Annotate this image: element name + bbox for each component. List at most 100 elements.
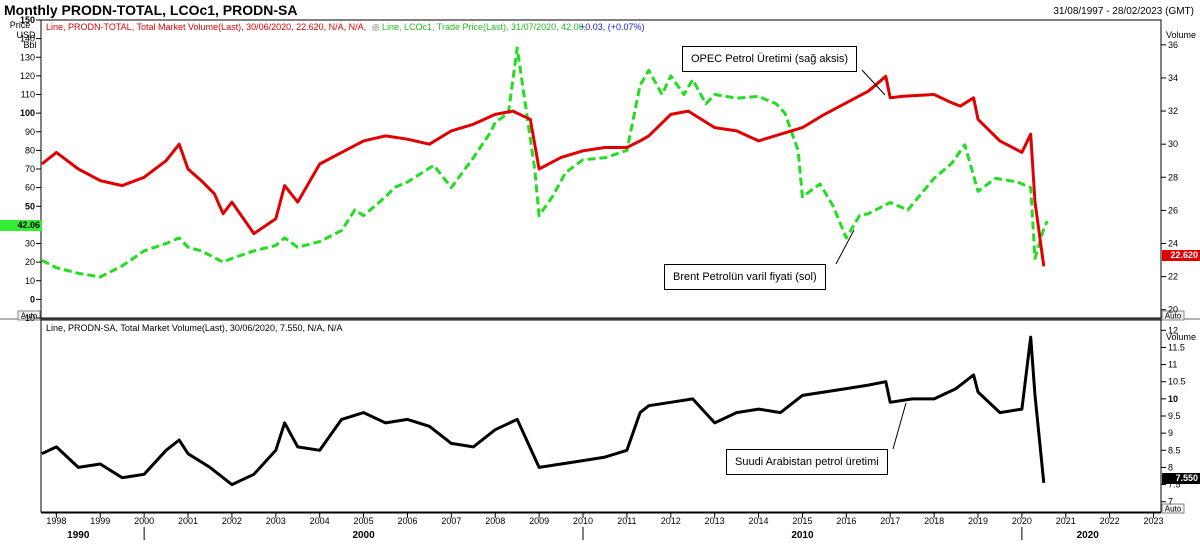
left-tick-label: 130 (20, 52, 35, 62)
left-axis-title-2: USD (16, 30, 36, 40)
date-range: 31/08/1997 - 28/02/2023 (GMT) (1053, 6, 1194, 17)
saudi-line (41, 335, 1046, 487)
bottom-tick-label: 9.5 (1168, 411, 1181, 421)
bottom-plot-frame (40, 319, 1162, 513)
x-tick-label: 2004 (310, 516, 330, 526)
legend-brent: Line, LCOc1, Trade Price(Last), 31/07/20… (382, 22, 586, 32)
decade-label: 1990 (67, 530, 90, 541)
x-tick-label: 2020 (1012, 516, 1032, 526)
legend-opec: Line, PRODN-TOTAL, Total Market Volume(L… (46, 22, 366, 32)
left-tick-label: 110 (21, 90, 35, 100)
left-tick-label: 20 (25, 257, 35, 267)
bottom-tick-label: 10 (1168, 394, 1178, 404)
bottom-tick-label: 10.5 (1168, 377, 1186, 387)
x-tick-label: 2010 (573, 516, 593, 526)
x-tick-label: 2002 (222, 516, 242, 526)
auto-left-label: Auto (21, 312, 38, 321)
x-tick-label: 2015 (792, 516, 812, 526)
left-tick-label: 100 (20, 108, 35, 118)
right-tick-label: 28 (1168, 172, 1178, 182)
x-tick-label: 2003 (266, 516, 286, 526)
decade-label: 2010 (791, 530, 814, 541)
x-tick-label: 2000 (134, 516, 154, 526)
auto-left-button[interactable]: Auto (17, 310, 41, 321)
left-tick-label: 0 (30, 294, 35, 304)
left-tick-label: 120 (20, 71, 35, 81)
x-tick-label: 2017 (880, 516, 900, 526)
x-tick-label: 2005 (354, 516, 374, 526)
x-tick-label: 2011 (617, 516, 636, 526)
x-tick-label: 2008 (485, 516, 505, 526)
top-plot-frame (40, 19, 1162, 319)
left-tick-label: 140 (20, 34, 35, 44)
x-tick-label: 2007 (441, 516, 461, 526)
legend-sep-icon: ◎ (372, 22, 380, 32)
x-tick-label: 2009 (529, 516, 549, 526)
bottom-tick-label: 8.5 (1168, 445, 1181, 455)
x-tick-label: 2013 (705, 516, 725, 526)
bottom-tick-label: 8 (1168, 462, 1173, 472)
right-tick-label: 26 (1168, 205, 1178, 215)
right-tick-label: 22 (1168, 272, 1178, 282)
left-tick-label: 80 (25, 145, 35, 155)
auto-right-button[interactable]: Auto (1161, 310, 1185, 321)
decade-label: 2000 (352, 530, 375, 541)
right-tick-label: 32 (1168, 106, 1178, 116)
right-axis-title-bottom: Volume (1166, 332, 1196, 342)
brent-last-value-tag: 42.06 (0, 220, 42, 231)
legend-brent-change: +0.03, (+0.07%) (580, 22, 645, 32)
bottom-tick-label: 11 (1168, 360, 1177, 370)
brent-line (41, 46, 1049, 279)
x-tick-label: 1998 (46, 516, 66, 526)
saudi-callout: Suudi Arabistan petrol üretimi (726, 449, 888, 475)
x-tick-label: 2016 (836, 516, 856, 526)
x-tick-label: 2006 (397, 516, 417, 526)
right-tick-label: 34 (1168, 73, 1178, 83)
left-tick-label: 150 (20, 15, 35, 25)
right-tick-label: 24 (1168, 239, 1178, 249)
legend-saudi: Line, PRODN-SA, Total Market Volume(Last… (46, 323, 342, 333)
x-tick-label: 2018 (924, 516, 944, 526)
x-tick-label: 2001 (178, 516, 198, 526)
decade-label: 2020 (1077, 530, 1100, 541)
opec-last-value-tag: 22.620 (1162, 250, 1200, 261)
chart-title: Monthly PRODN-TOTAL, LCOc1, PRODN-SA (4, 2, 298, 18)
bottom-tick-label: 9 (1168, 428, 1173, 438)
left-tick-label: 70 (25, 164, 35, 174)
left-tick-label: 30 (25, 239, 35, 249)
x-tick-label: 2022 (1100, 516, 1120, 526)
series-lines (40, 46, 1049, 487)
x-tick-label: 2021 (1056, 516, 1076, 526)
bottom-tick-label: 11.5 (1168, 342, 1185, 352)
left-tick-label: 90 (25, 127, 35, 137)
auto-bottom-label: Auto (1165, 505, 1182, 514)
opec-line (40, 74, 1046, 267)
x-axis: 1998 1999 2000 2001 2002 2003 2004 2005 2006 2007… (46, 513, 1164, 541)
left-axis-title-1: Price (10, 20, 31, 30)
right-axis-top: 20 22 24 26 28 30 32 34 36 (1161, 40, 1178, 315)
auto-bottom-button[interactable]: Auto (1161, 503, 1185, 514)
left-tick-label: 50 (25, 201, 35, 211)
left-tick-label: 10 (25, 276, 35, 286)
left-tick-label: -10 (22, 313, 35, 323)
left-axis: -100102030405060708090100110120130140150 (20, 15, 41, 323)
auto-right-label: Auto (1165, 312, 1182, 321)
right-tick-label: 20 (1168, 305, 1178, 315)
right-tick-label: 30 (1168, 139, 1178, 149)
bottom-tick-label: 12 (1168, 325, 1178, 335)
brent-callout: Brent Petrolün varil fiyati (sol) (664, 264, 826, 290)
left-axis-title-3: Bbl (23, 40, 36, 50)
x-tick-label: 2023 (1144, 516, 1164, 526)
x-tick-label: 1999 (90, 516, 110, 526)
bottom-tick-label: 7.5 (1168, 480, 1181, 490)
saudi-callout-leader (892, 402, 907, 450)
left-tick-label: 60 (25, 183, 35, 193)
right-tick-label: 36 (1168, 40, 1178, 50)
bottom-tick-label: 7 (1168, 497, 1173, 507)
saudi-last-value-tag: 7.550 (1162, 473, 1200, 484)
opec-callout: OPEC Petrol Üretimi (sağ aksis) (682, 46, 858, 72)
right-axis-title-top: Volume (1166, 30, 1196, 40)
x-tick-label: 2019 (968, 516, 988, 526)
brent-callout-leader (835, 229, 855, 265)
